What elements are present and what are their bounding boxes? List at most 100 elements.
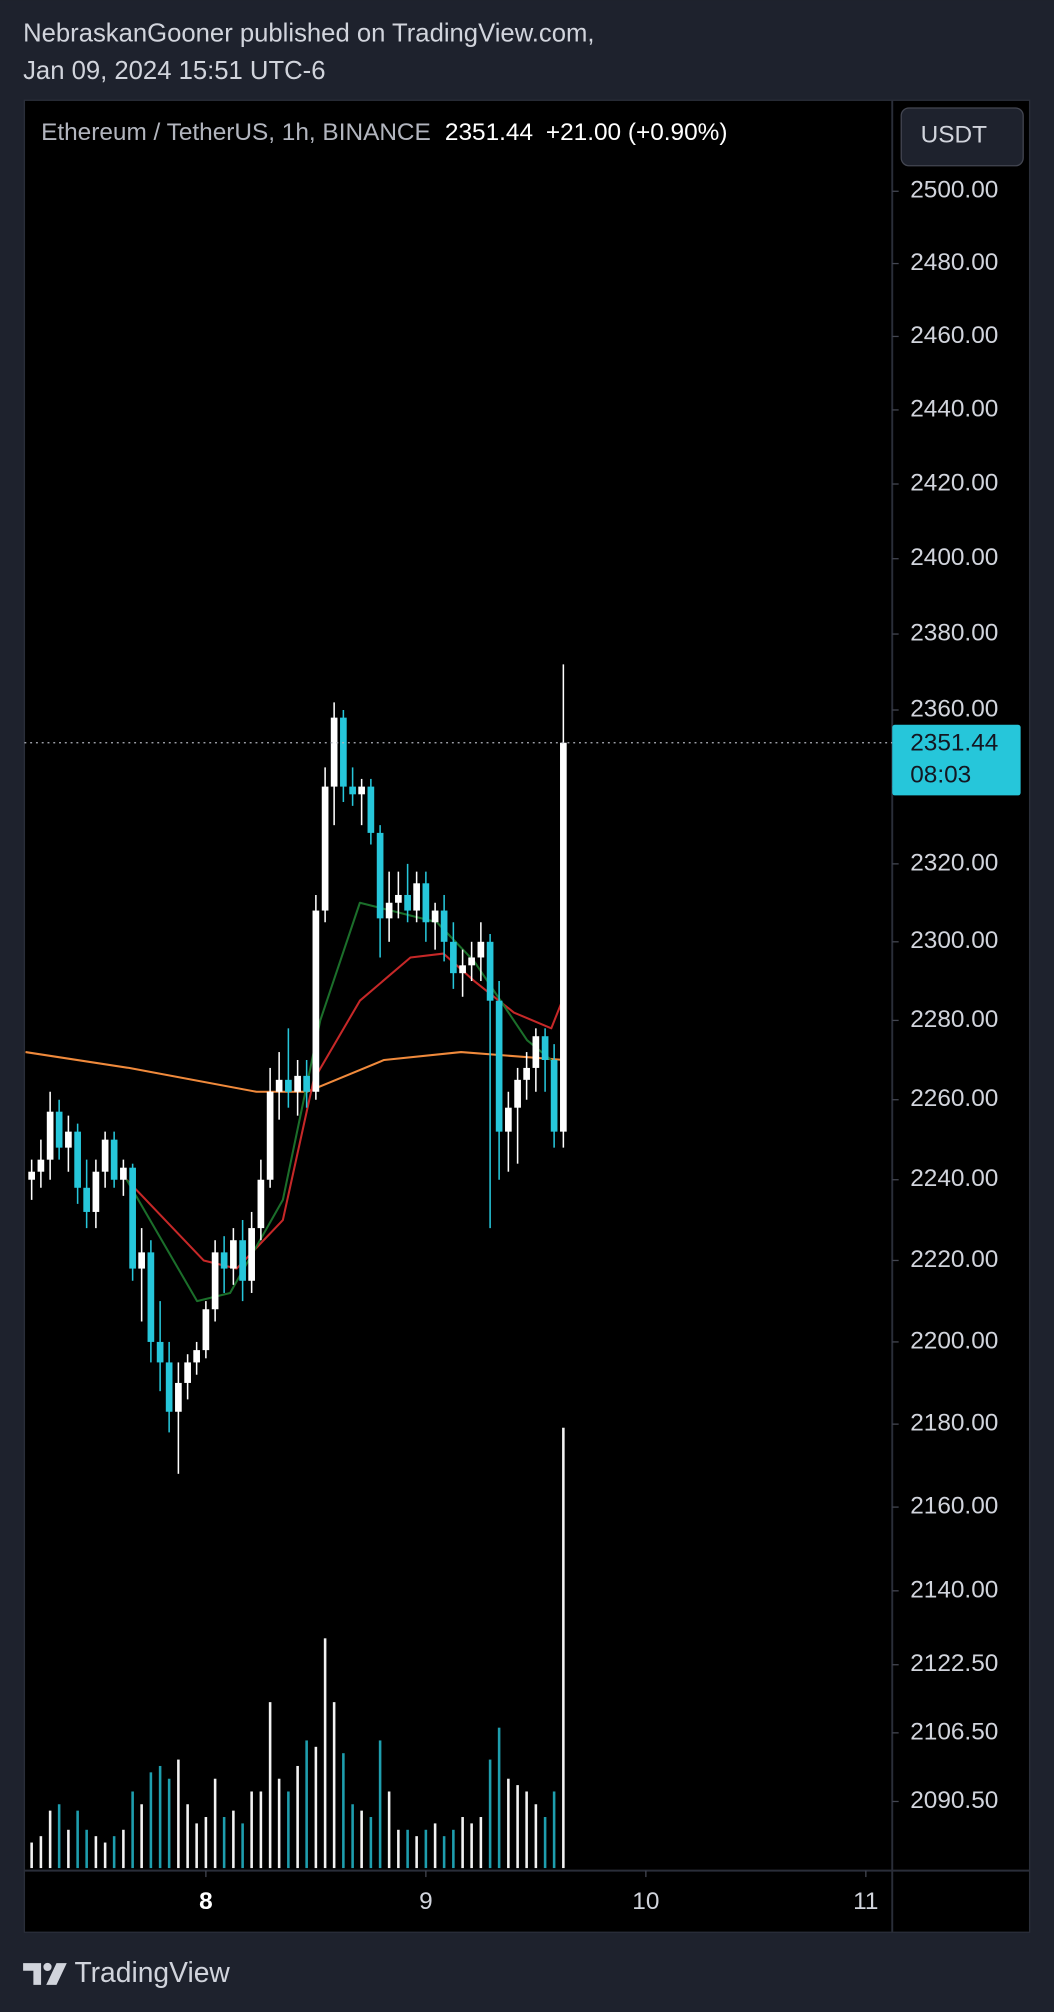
y-tick-label: 2122.50 [910,1650,998,1677]
date-line: Jan 09, 2024 15:51 UTC-6 [23,57,325,85]
volume-bar [241,1823,244,1869]
candle-body [129,1167,136,1269]
candle-body [523,1067,530,1080]
y-tick-label: 2106.50 [910,1718,998,1745]
candle-body [147,1252,155,1342]
candle-body [165,1362,173,1412]
volume-bar [452,1829,455,1869]
y-tick-label: 2280.00 [910,1006,998,1033]
volume-bar [507,1778,510,1869]
volume-bar [232,1810,235,1869]
volume-bar [268,1702,272,1869]
volume-bar [39,1836,43,1869]
volume-bar [250,1791,253,1869]
volume-bar [131,1791,134,1869]
x-tick-label: 10 [632,1888,659,1915]
volume-bar [177,1759,180,1869]
candle-body [404,894,411,911]
volume-bar [442,1836,446,1869]
volume-bar [552,1791,556,1869]
legend-change: +21.00 (+0.90%) [546,119,728,146]
volume-bar [516,1785,519,1869]
volume-bar [103,1842,107,1869]
volume-bar [305,1740,308,1869]
volume-bar [287,1791,290,1869]
candle-body [138,1252,145,1269]
x-tick-label: 8 [199,1888,213,1915]
candle-body [74,1131,81,1188]
volume-bar [332,1702,336,1869]
y-tick-label: 2380.00 [910,619,998,646]
y-tick-label: 2300.00 [910,927,998,954]
volume-bar [415,1836,418,1869]
candle-body [101,1139,109,1172]
y-tick-label: 2440.00 [910,395,998,422]
y-tick-label: 2240.00 [910,1165,998,1192]
candle-body [550,1059,558,1132]
candle-body [532,1036,540,1068]
candle-body [28,1171,35,1180]
candle-body [230,1240,237,1269]
volume-bar [296,1765,299,1869]
tradingview-logo [23,1962,67,1985]
candle-body [303,1075,310,1092]
y-tick-label: 2160.00 [910,1493,998,1520]
currency-button[interactable] [900,107,1024,167]
candle-body [349,786,356,795]
candle-body [266,1091,274,1180]
candle-body [367,786,375,833]
volume-bar [369,1817,373,1869]
candle-body [92,1171,100,1212]
volume-bar [406,1829,409,1869]
brand: TradingView [74,1956,230,1988]
y-tick-label: 2180.00 [910,1410,998,1437]
candle-body [83,1187,90,1212]
candle-body [358,786,365,795]
volume-bar [85,1829,88,1869]
countdown-label: 08:03 [910,762,971,789]
volume-bar [461,1817,464,1869]
volume-bar [323,1638,327,1869]
volume-bar [259,1791,263,1869]
candle-body [202,1309,210,1351]
volume-bar [140,1804,143,1869]
y-tick-label: 2480.00 [910,249,998,276]
y-tick-label: 2090.50 [910,1787,998,1814]
candle-body [65,1131,72,1148]
candle-body [220,1252,228,1269]
y-tick-label: 2220.00 [910,1246,998,1273]
volume-bar [149,1772,153,1869]
candle-body [321,786,329,911]
volume-bar [122,1829,125,1869]
volume-bar [94,1836,98,1869]
y-tick-label: 2420.00 [910,469,998,496]
y-tick-label: 2320.00 [910,849,998,876]
candle-body [37,1159,45,1172]
candle-body [422,883,430,923]
y-tick-label: 2140.00 [910,1576,998,1603]
volume-bar [195,1823,198,1869]
volume-bar [470,1823,473,1869]
volume-bar [48,1810,52,1869]
y-tick-label: 2360.00 [910,695,998,722]
y-tick-label: 2500.00 [910,177,998,204]
currency-label[interactable]: USDT [921,122,987,149]
volume-bar [76,1810,79,1869]
candle-body [376,832,384,919]
volume-bar [158,1765,162,1869]
candle-body [275,1079,283,1092]
candle-body [46,1111,54,1160]
volume-bar [497,1727,501,1869]
volume-bar [342,1753,345,1869]
candle-body [395,894,402,903]
candle-body [560,742,567,1132]
x-tick-label: 9 [419,1888,433,1915]
volume-bar [57,1804,61,1869]
last-price-box [892,724,1021,796]
candle-body [110,1139,118,1180]
candle-body [193,1350,200,1363]
volume-bar [424,1829,428,1869]
volume-bar [213,1778,217,1869]
candle-body [440,910,448,942]
